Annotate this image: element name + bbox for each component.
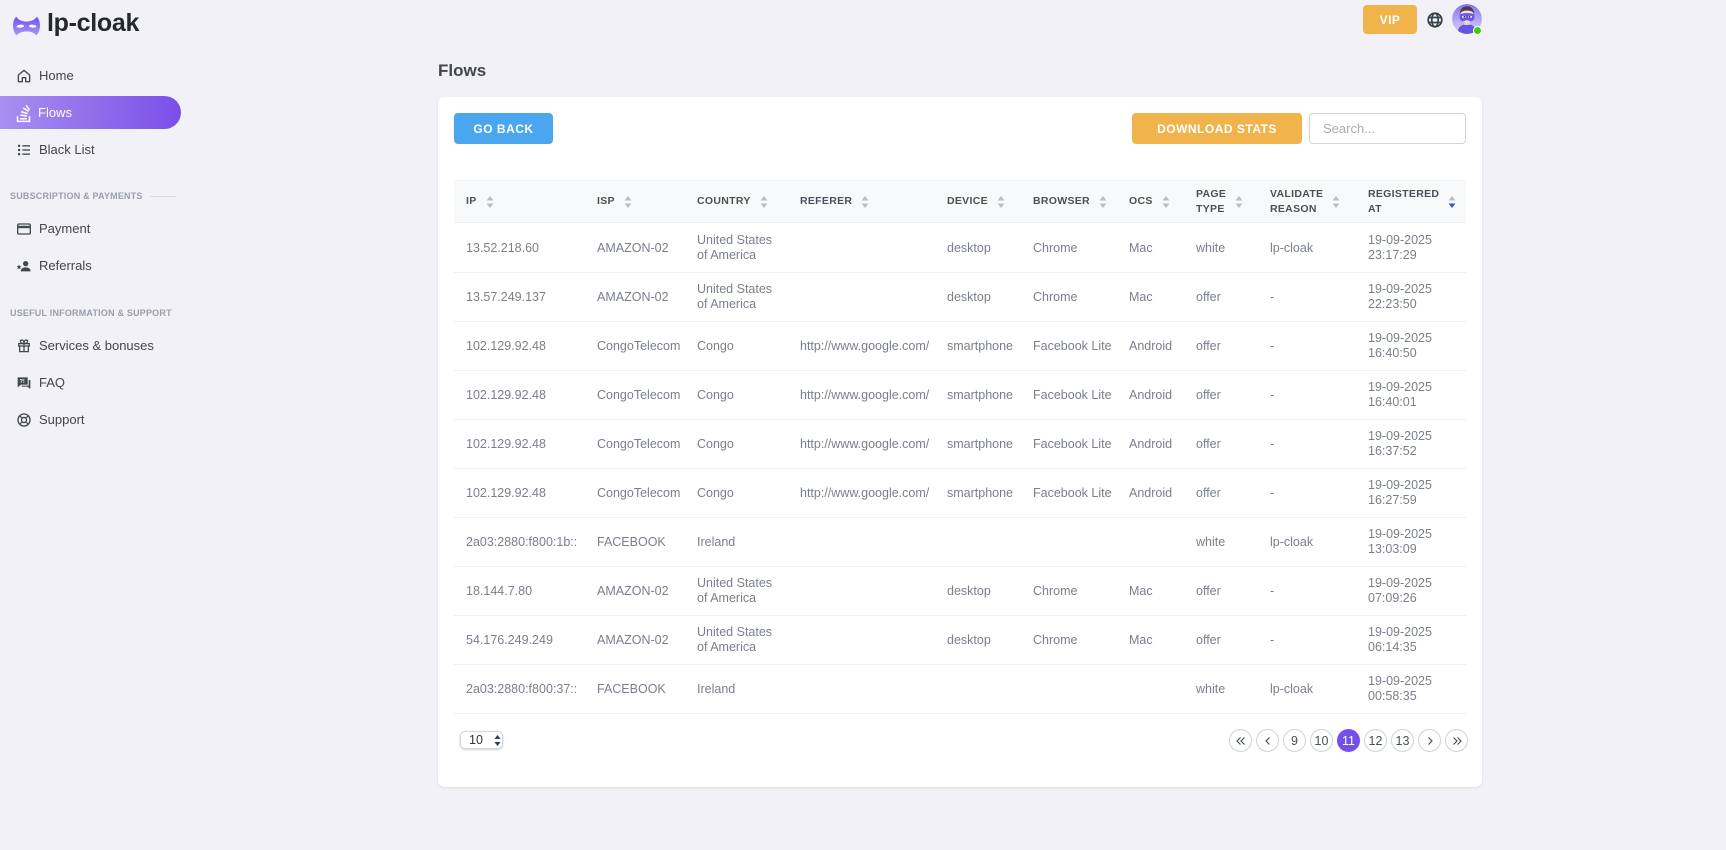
svg-text:?!: ?! <box>19 379 24 385</box>
